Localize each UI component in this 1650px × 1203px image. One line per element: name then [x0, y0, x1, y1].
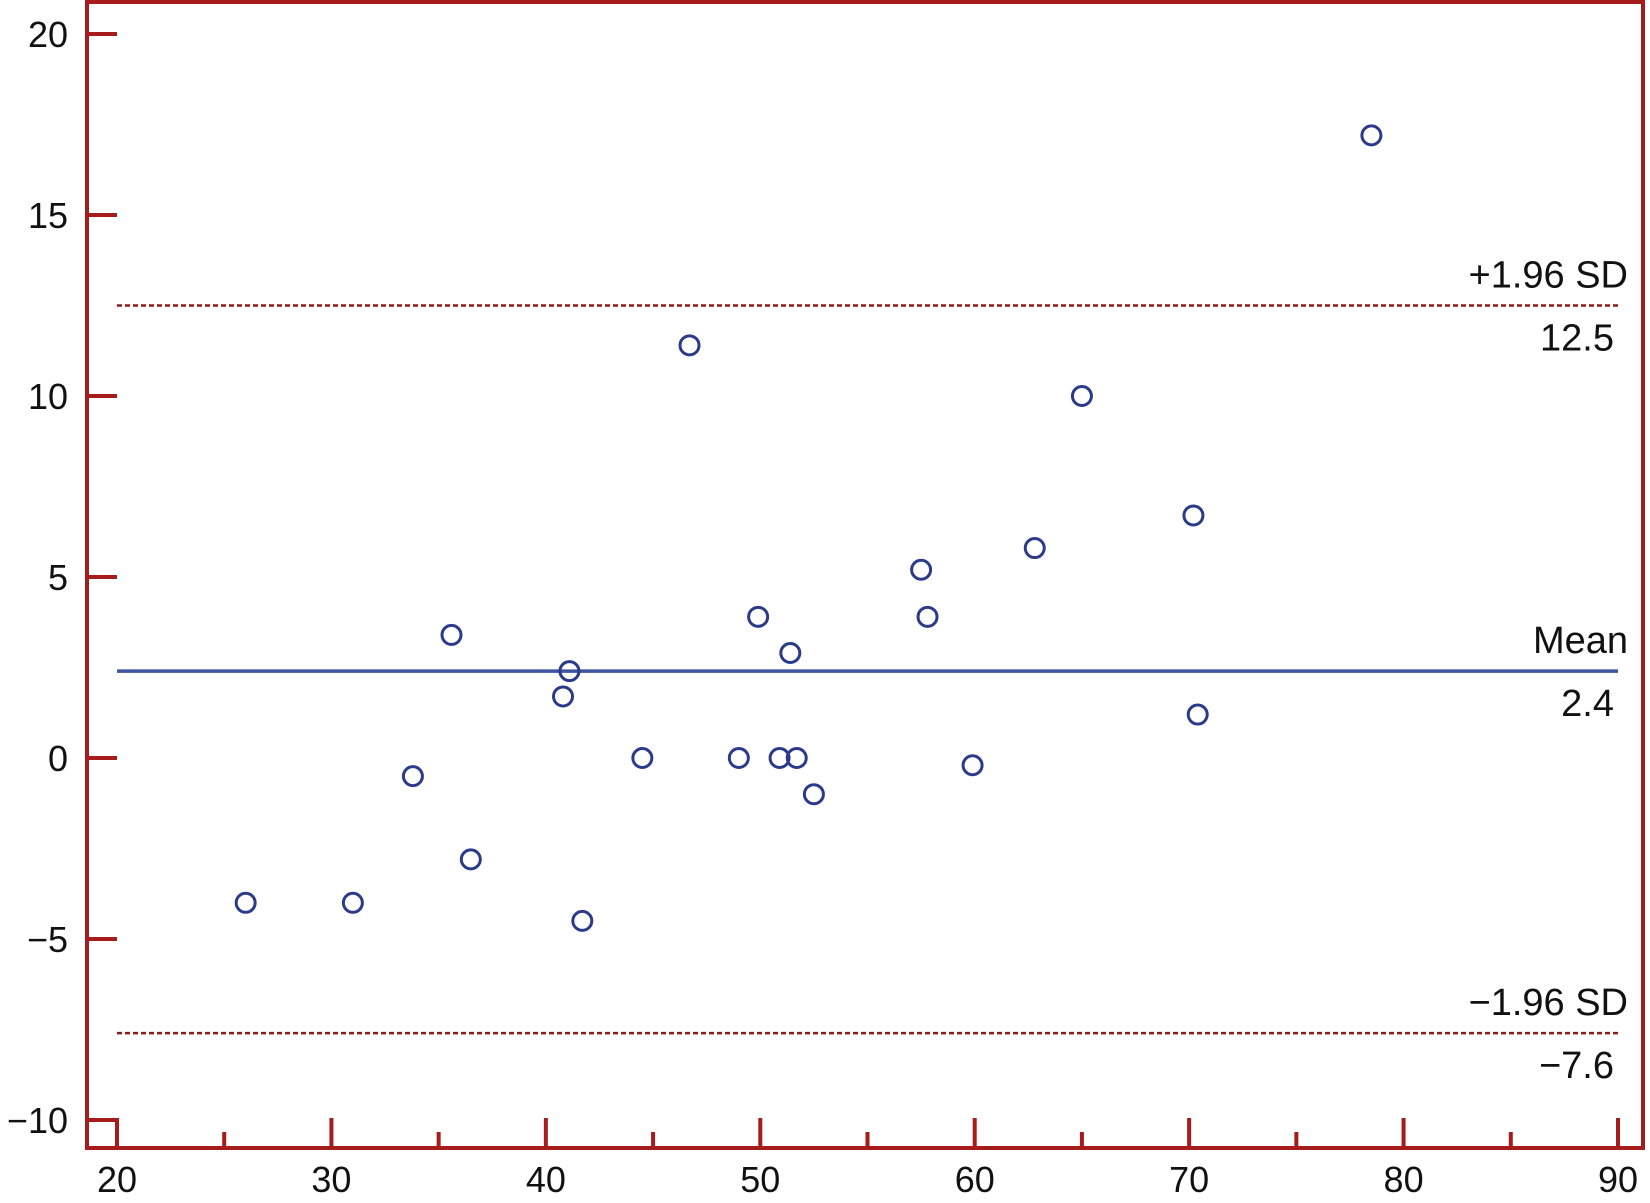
- data-point: [727, 747, 750, 769]
- reference-line-name: Mean: [1533, 620, 1628, 662]
- y-tick-label: 15: [28, 195, 68, 236]
- data-points: [234, 124, 1383, 932]
- data-point: [779, 642, 802, 665]
- data-point: [910, 558, 933, 581]
- data-point: [552, 685, 575, 708]
- reference-line-value: 12.5: [1540, 318, 1614, 360]
- data-point: [785, 747, 808, 769]
- x-tick-label: 90: [1598, 1159, 1638, 1200]
- y-tick-label: −10: [7, 1100, 68, 1141]
- data-point: [1186, 703, 1209, 726]
- y-tick-label: 5: [48, 557, 68, 598]
- data-point: [802, 783, 825, 806]
- y-tick-label: 20: [28, 14, 68, 55]
- data-point: [401, 765, 424, 788]
- x-tick-label: 70: [1169, 1159, 1209, 1200]
- plot-border: [85, 0, 1645, 1150]
- reference-line-value: 2.4: [1561, 683, 1614, 725]
- data-point: [1182, 504, 1205, 527]
- data-point: [961, 754, 984, 777]
- x-tick-label: 60: [955, 1159, 995, 1200]
- x-tick-label: 50: [740, 1159, 780, 1200]
- x-tick-label: 30: [311, 1159, 351, 1200]
- y-tick-label: 0: [48, 738, 68, 779]
- x-tick-label: 20: [97, 1159, 137, 1200]
- data-point: [1070, 385, 1093, 407]
- data-point: [631, 747, 654, 769]
- y-axis: 20 15 10 5 0 −5 −10: [7, 14, 117, 1141]
- x-tick-label: 40: [526, 1159, 566, 1200]
- data-point: [341, 891, 364, 914]
- data-point: [571, 909, 594, 932]
- data-point: [459, 848, 482, 871]
- data-point: [234, 891, 257, 914]
- reference-line-value: −7.6: [1539, 1045, 1614, 1087]
- data-point: [1023, 537, 1046, 560]
- data-point: [558, 660, 581, 683]
- data-point: [440, 623, 463, 646]
- data-point: [1360, 124, 1383, 147]
- x-axis: 20 30 40 50 60 70 80 90: [97, 1118, 1638, 1200]
- reference-line-name: −1.96 SD: [1469, 982, 1629, 1024]
- y-tick-label: 10: [28, 376, 68, 417]
- data-point: [747, 605, 770, 628]
- plot-frame: [85, 0, 1645, 1150]
- data-point: [678, 334, 701, 357]
- y-tick-label: −5: [27, 919, 68, 960]
- x-tick-label: 80: [1384, 1159, 1424, 1200]
- data-point: [916, 605, 939, 628]
- reference-lines: +1.96 SD 12.5 Mean 2.4 −1.96 SD −7.6: [117, 255, 1629, 1087]
- reference-line-name: +1.96 SD: [1469, 255, 1629, 297]
- data-point: [768, 747, 791, 769]
